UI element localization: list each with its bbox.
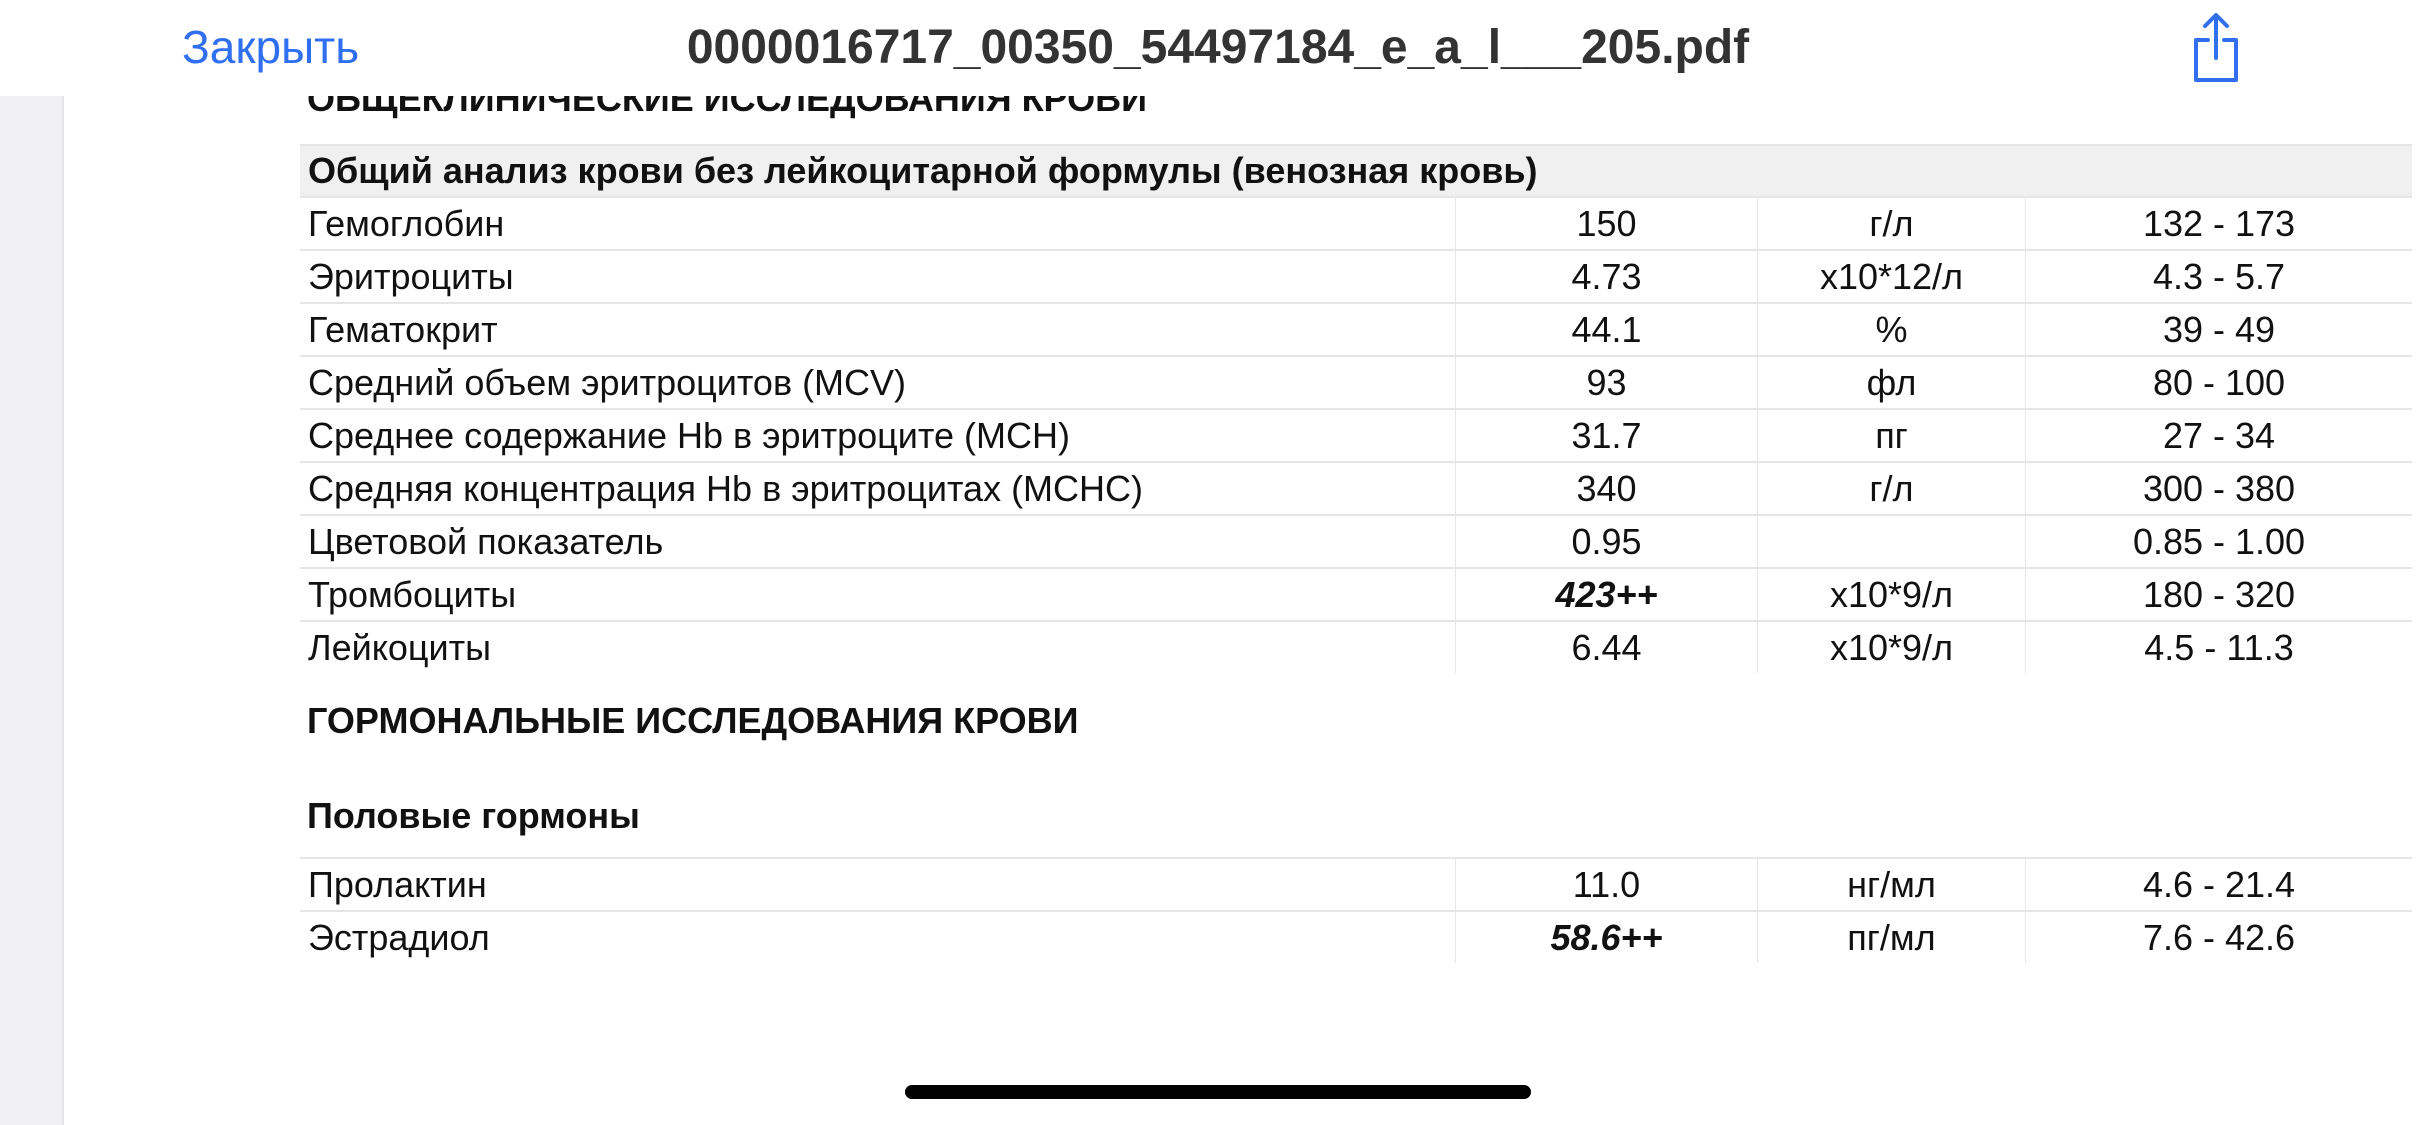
table-row: Среднее содержание Hb в эритроците (MCH)…: [300, 408, 2412, 462]
home-indicator: [905, 1085, 1531, 1099]
table-row: Средняя концентрация Hb в эритроцитах (M…: [300, 461, 2412, 515]
table-row: Эстрадиол 58.6++ пг/мл 7.6 - 42.6: [300, 910, 2412, 963]
test-name: Гематокрит: [300, 302, 1456, 356]
table-row: Эритроциты 4.73 x10*12/л 4.3 - 5.7: [300, 249, 2412, 303]
test-value: 340: [1455, 461, 1758, 515]
test-value: 6.44: [1455, 620, 1758, 673]
table-row: Цветовой показатель 0.95 0.85 - 1.00: [300, 514, 2412, 568]
test-value: 31.7: [1455, 408, 1758, 462]
table-row: Гематокрит 44.1% 39 - 49: [300, 302, 2412, 356]
reference-range: 0.85 - 1.00: [2025, 514, 2412, 568]
test-value: 44.1: [1455, 302, 1758, 356]
reference-range: 132 - 173: [2025, 196, 2412, 250]
test-name: Лейкоциты: [300, 620, 1456, 673]
test-value: 423++: [1455, 567, 1758, 621]
section-heading-hormones: ГОРМОНАЛЬНЫЕ ИССЛЕДОВАНИЯ КРОВИ: [307, 700, 1079, 741]
test-name: Тромбоциты: [300, 567, 1456, 621]
navigation-bar: Закрыть 0000016717_00350_54497184_e_a_l_…: [0, 0, 2436, 96]
reference-range: 80 - 100: [2025, 355, 2412, 409]
test-unit: пг/мл: [1757, 910, 2026, 963]
test-name: Пролактин: [300, 857, 1456, 911]
document-title: 0000016717_00350_54497184_e_a_l___205.pd…: [686, 21, 1750, 74]
table-row: Средний объем эритроцитов (MCV) 93 фл 80 - …: [300, 355, 2412, 409]
test-value: 0.95: [1455, 514, 1758, 568]
table-row: Тромбоциты 423++ x10*9/л 180 - 320: [300, 567, 2412, 621]
test-unit: x10*9/л: [1757, 567, 2026, 621]
test-value: 11.0: [1455, 857, 1758, 911]
test-name: Среднее содержание Hb в эритроците (MCH): [300, 408, 1456, 462]
test-unit: нг/мл: [1757, 857, 2026, 911]
test-value: 150: [1455, 196, 1758, 250]
test-unit: г/л: [1757, 196, 2026, 250]
test-name: Цветовой показатель: [300, 514, 1456, 568]
reference-range: 27 - 34: [2025, 408, 2412, 462]
test-name: Средний объем эритроцитов (MCV): [300, 355, 1456, 409]
test-name: Эритроциты: [300, 249, 1456, 303]
test-unit: пг: [1757, 408, 2026, 462]
test-unit: %: [1757, 302, 2026, 356]
table-group-title: Общий анализ крови без лейкоцитарной фор…: [300, 144, 2412, 197]
reference-range: 300 - 380: [2025, 461, 2412, 515]
test-name: Средняя концентрация Hb в эритроцитах (M…: [300, 461, 1456, 515]
reference-range: 7.6 - 42.6: [2025, 910, 2412, 963]
share-icon[interactable]: [2188, 10, 2244, 86]
test-unit: фл: [1757, 355, 2026, 409]
subsection-heading-sex-hormones: Половые гормоны: [307, 795, 640, 836]
reference-range: 39 - 49: [2025, 302, 2412, 356]
test-value: 58.6++: [1455, 910, 1758, 963]
reference-range: 180 - 320: [2025, 567, 2412, 621]
test-name: Эстрадиол: [300, 910, 1456, 963]
sidebar-strip: [0, 96, 64, 1125]
test-unit: [1757, 514, 2026, 568]
test-unit: г/л: [1757, 461, 2026, 515]
test-unit: x10*12/л: [1757, 249, 2026, 303]
test-value: 93: [1455, 355, 1758, 409]
test-name: Гемоглобин: [300, 196, 1456, 250]
close-button[interactable]: Закрыть: [182, 21, 360, 73]
test-value: 4.73: [1455, 249, 1758, 303]
reference-range: 4.3 - 5.7: [2025, 249, 2412, 303]
table-row: Пролактин 11.0 нг/мл 4.6 - 21.4: [300, 857, 2412, 911]
reference-range: 4.5 - 11.3: [2025, 620, 2412, 673]
reference-range: 4.6 - 21.4: [2025, 857, 2412, 911]
table-row: Лейкоциты 6.44 x10*9/л 4.5 - 11.3: [300, 620, 2412, 673]
table-row: Гемоглобин 150 г/л 132 - 173: [300, 196, 2412, 250]
hormones-table: Пролактин 11.0 нг/мл 4.6 - 21.4 Эстрадиол 58.…: [300, 857, 2412, 963]
test-unit: x10*9/л: [1757, 620, 2026, 673]
cbc-table: Общий анализ крови без лейкоцитарной фор…: [300, 144, 2412, 673]
